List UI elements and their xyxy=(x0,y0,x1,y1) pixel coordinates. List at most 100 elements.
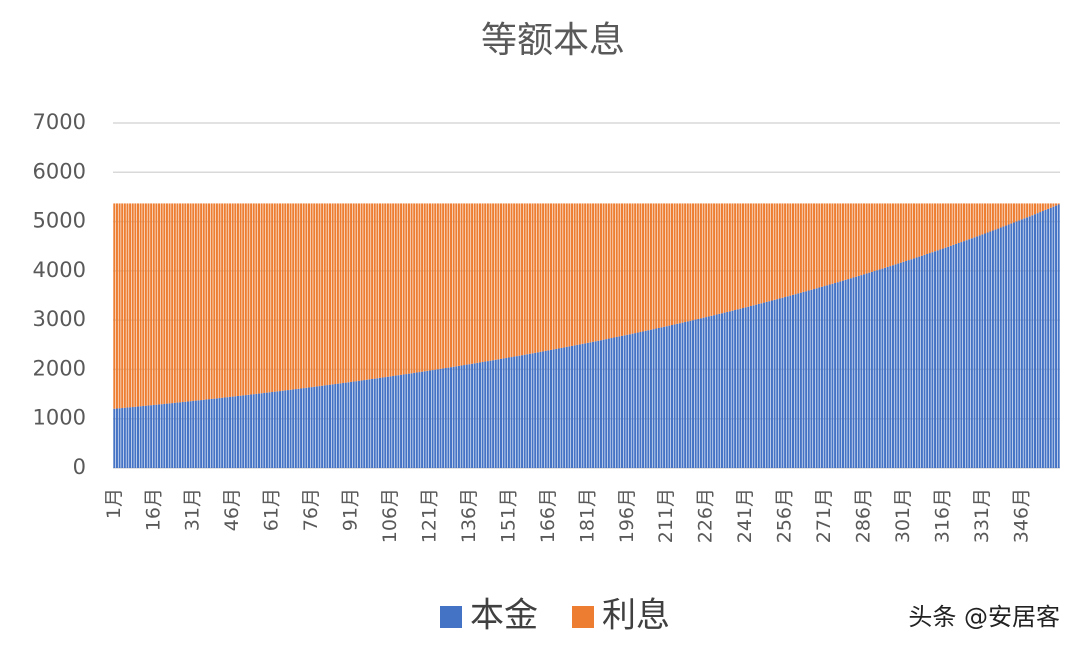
bar-segment xyxy=(849,278,852,468)
bar-segment xyxy=(400,374,403,468)
bar-segment xyxy=(899,203,902,263)
bar-segment xyxy=(941,248,944,468)
bar-segment xyxy=(310,203,313,388)
bar-segment xyxy=(805,291,808,468)
bar-segment xyxy=(139,406,142,468)
bar-segment xyxy=(628,203,631,335)
x-tick-label: 271月 xyxy=(813,488,835,543)
bar-segment xyxy=(239,203,242,396)
bar-segment xyxy=(949,245,952,468)
bar-segment xyxy=(820,286,823,468)
bar-segment xyxy=(307,387,310,468)
x-tick-label: 286月 xyxy=(853,488,875,543)
bar-segment xyxy=(250,394,253,468)
bar-segment xyxy=(494,203,497,360)
bar-segment xyxy=(807,290,810,468)
bar-segment xyxy=(581,343,584,468)
bar-segment xyxy=(234,203,237,397)
bar-segment xyxy=(126,407,129,468)
bar-segment xyxy=(342,382,345,468)
bar-segment xyxy=(763,203,766,303)
bar-segment xyxy=(397,203,400,376)
bar-segment xyxy=(200,203,203,401)
bar-segment xyxy=(642,203,645,332)
bar-segment xyxy=(468,203,471,365)
bar-segment xyxy=(586,203,589,343)
bar-segment xyxy=(168,203,171,404)
bar-segment xyxy=(802,203,805,292)
bar-segment xyxy=(852,277,855,468)
bar-segment xyxy=(418,372,421,468)
bar-segment xyxy=(534,203,537,353)
bar-segment xyxy=(439,203,442,369)
bar-segment xyxy=(1034,214,1037,468)
bar-segment xyxy=(223,397,226,468)
bar-segment xyxy=(647,330,650,468)
bar-segment xyxy=(715,203,718,315)
bar-segment xyxy=(368,203,371,380)
bar-segment xyxy=(831,283,834,468)
bar-segment xyxy=(334,384,337,468)
bar-segment xyxy=(147,405,150,468)
bar-segment xyxy=(318,203,321,387)
bar-segment xyxy=(450,203,453,368)
bar-segment xyxy=(173,402,176,468)
bar-segment xyxy=(260,393,263,468)
bar-segment xyxy=(1055,205,1058,469)
bar-segment xyxy=(476,362,479,468)
bar-segment xyxy=(984,203,987,234)
bar-segment xyxy=(978,203,981,236)
bar-segment xyxy=(744,203,747,308)
bar-segment xyxy=(218,398,221,468)
bar-segment xyxy=(273,391,276,468)
bar-segment xyxy=(463,203,466,366)
bar-segment xyxy=(931,252,934,468)
bar-segment xyxy=(123,407,126,468)
bar-segment xyxy=(765,301,768,468)
bar-segment xyxy=(289,389,292,468)
bar-segment xyxy=(347,382,350,468)
bar-segment xyxy=(592,203,595,342)
bar-segment xyxy=(836,282,839,468)
bar-segment xyxy=(113,203,116,409)
bar-segment xyxy=(176,402,179,468)
bar-segment xyxy=(450,367,453,468)
bar-segment xyxy=(1020,219,1023,468)
bar-segment xyxy=(881,268,884,468)
bar-segment xyxy=(555,203,558,349)
bar-segment xyxy=(742,203,745,309)
bar-segment xyxy=(623,335,626,468)
bar-segment xyxy=(686,203,689,322)
bar-segment xyxy=(639,203,642,332)
bar-segment xyxy=(720,203,723,314)
bar-segment xyxy=(815,288,818,468)
bar-segment xyxy=(978,235,981,468)
bar-segment xyxy=(823,286,826,468)
bar-segment xyxy=(371,203,374,379)
bar-segment xyxy=(584,203,587,344)
bar-segment xyxy=(789,203,792,296)
bar-segment xyxy=(820,203,823,287)
bar-segment xyxy=(226,397,229,468)
bar-segment xyxy=(389,376,392,468)
bar-segment xyxy=(513,356,516,468)
bar-segment xyxy=(668,203,671,326)
bar-segment xyxy=(344,382,347,468)
bar-segment xyxy=(668,325,671,468)
bar-segment xyxy=(855,203,858,277)
bar-segment xyxy=(786,203,789,297)
bar-segment xyxy=(915,203,918,258)
bar-segment xyxy=(647,203,650,331)
bar-segment xyxy=(215,398,218,468)
bar-segment xyxy=(158,404,161,468)
bar-segment xyxy=(965,203,968,241)
bar-segment xyxy=(384,377,387,468)
bar-segment xyxy=(142,405,145,468)
bar-segment xyxy=(229,203,232,397)
bar-segment xyxy=(492,360,495,468)
bar-segment xyxy=(526,203,529,355)
bar-segment xyxy=(544,203,547,351)
bar-segment xyxy=(834,282,837,468)
bar-segment xyxy=(255,393,258,468)
x-tick-label: 106月 xyxy=(379,488,401,543)
